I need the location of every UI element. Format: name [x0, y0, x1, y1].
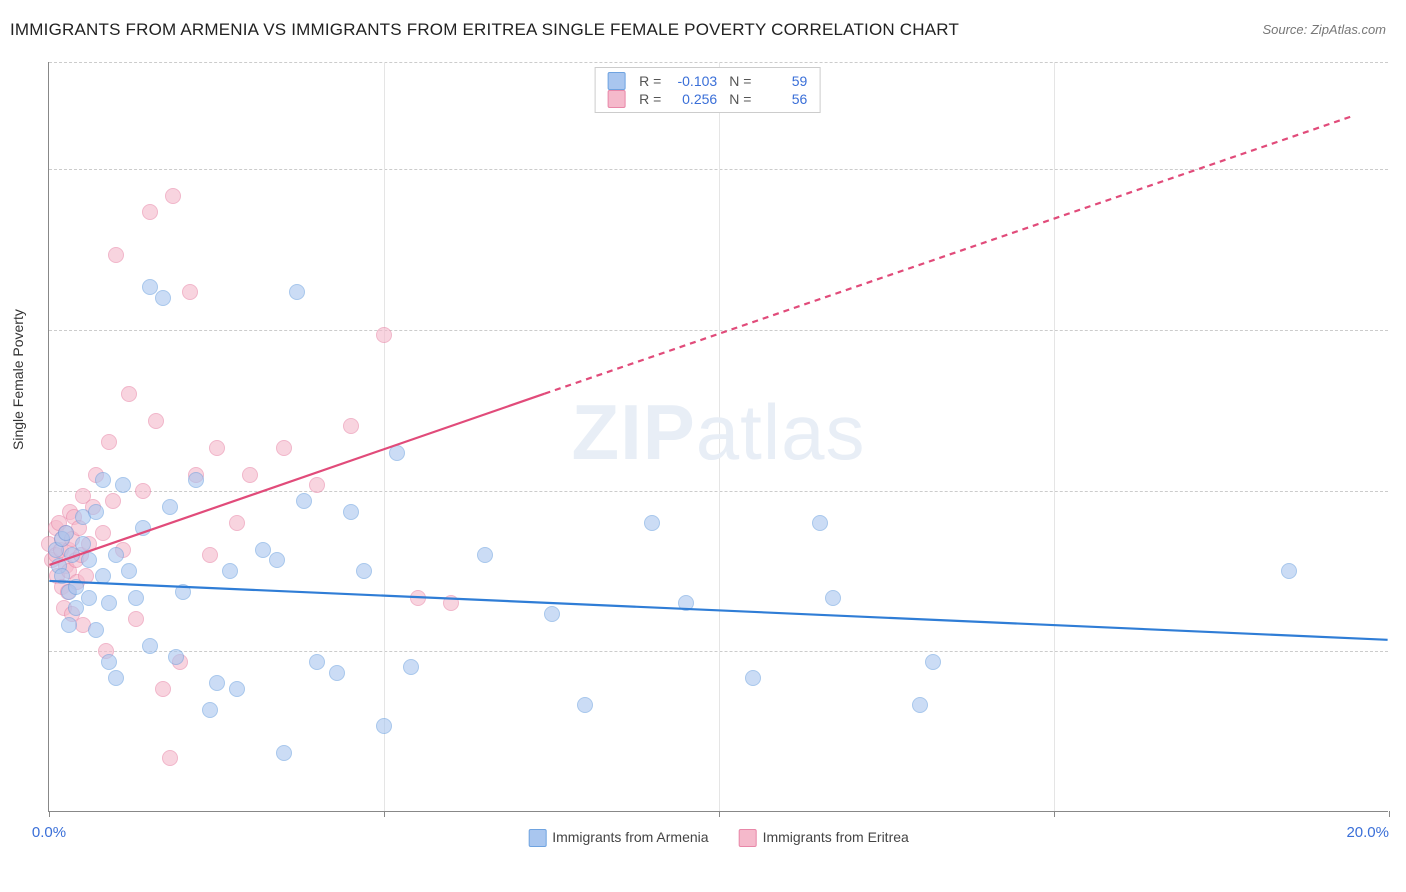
- armenia-label: Immigrants from Armenia: [552, 829, 708, 845]
- legend-row-armenia: R = -0.103 N = 59: [607, 72, 807, 90]
- y-tick-label: 30.0%: [1398, 482, 1406, 499]
- chart-source: Source: ZipAtlas.com: [1262, 22, 1386, 37]
- y-tick-label: 45.0%: [1398, 321, 1406, 338]
- armenia-n-value: 59: [755, 73, 807, 89]
- legend-row-eritrea: R = 0.256 N = 56: [607, 90, 807, 108]
- y-tick-label: 60.0%: [1398, 161, 1406, 178]
- r-label: R =: [639, 73, 661, 89]
- n-label: N =: [729, 91, 751, 107]
- armenia-r-value: -0.103: [665, 73, 717, 89]
- eritrea-n-value: 56: [755, 91, 807, 107]
- x-tick-mark: [719, 811, 720, 817]
- chart-title: IMMIGRANTS FROM ARMENIA VS IMMIGRANTS FR…: [10, 20, 959, 40]
- y-axis-label: Single Female Poverty: [10, 309, 26, 450]
- correlation-legend: R = -0.103 N = 59 R = 0.256 N = 56: [594, 67, 820, 113]
- eritrea-r-value: 0.256: [665, 91, 717, 107]
- plot-area: ZIPatlas R = -0.103 N = 59 R = 0.256 N =…: [48, 62, 1388, 812]
- eritrea-label: Immigrants from Eritrea: [763, 829, 909, 845]
- y-tick-label: 15.0%: [1398, 643, 1406, 660]
- n-label: N =: [729, 73, 751, 89]
- regression-lines: [49, 62, 1388, 811]
- swatch-armenia-icon: [528, 829, 546, 847]
- x-tick-mark: [1389, 811, 1390, 817]
- legend-item-armenia: Immigrants from Armenia: [528, 829, 708, 847]
- x-tick-mark: [384, 811, 385, 817]
- x-tick-mark: [49, 811, 50, 817]
- x-tick-label: 20.0%: [1346, 824, 1389, 841]
- r-label: R =: [639, 91, 661, 107]
- chart-container: IMMIGRANTS FROM ARMENIA VS IMMIGRANTS FR…: [0, 0, 1406, 892]
- swatch-eritrea-icon: [607, 90, 625, 108]
- legend-item-eritrea: Immigrants from Eritrea: [739, 829, 909, 847]
- x-tick-label: 0.0%: [32, 824, 66, 841]
- series-legend: Immigrants from Armenia Immigrants from …: [528, 829, 909, 847]
- x-tick-mark: [1054, 811, 1055, 817]
- swatch-eritrea-icon: [739, 829, 757, 847]
- swatch-armenia-icon: [607, 72, 625, 90]
